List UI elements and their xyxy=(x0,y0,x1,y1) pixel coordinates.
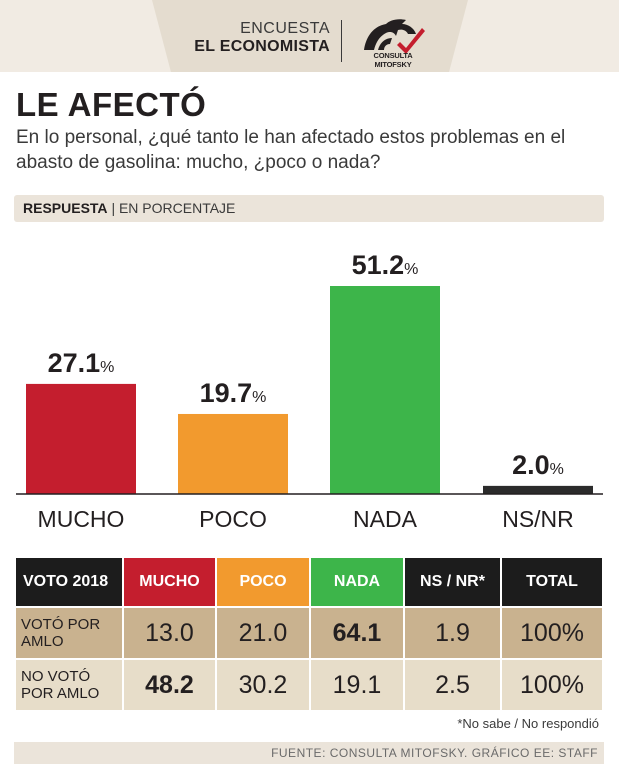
data-label: 2.0% xyxy=(512,450,564,480)
table-cell: 64.1 xyxy=(311,608,403,658)
header-total: TOTAL xyxy=(502,558,602,606)
header-vote-2018: VOTO 2018 xyxy=(16,558,122,606)
source-credit: FUENTE: CONSULTA MITOFSKY. GRÁFICO EE: S… xyxy=(14,742,604,764)
category-label: NS/NR xyxy=(502,506,574,532)
question-text: En lo personal, ¿qué tanto le han afecta… xyxy=(16,127,566,173)
bar-mucho xyxy=(26,383,136,494)
table-cell: 2.5 xyxy=(405,660,500,710)
header-tab xyxy=(152,0,468,72)
page-title: LE AFECTÓ xyxy=(16,86,207,123)
row-label-line-2: AMLO xyxy=(21,633,64,650)
table-row: VOTÓ POR AMLO 13.0 21.0 64.1 1.9 100% xyxy=(16,608,602,658)
category-label: POCO xyxy=(199,506,267,532)
table-row: NO VOTÓ POR AMLO 48.2 30.2 19.1 2.5 100% xyxy=(16,660,602,710)
row-label-line-1: VOTÓ POR xyxy=(21,616,101,633)
logo-text: CONSULTA MITOFSKY xyxy=(373,51,413,69)
bar-chart: 27.1% MUCHO 19.7% POCO 51.2% NADA 2.0% NS/NR xyxy=(16,250,603,532)
row-label: NO VOTÓ POR AMLO xyxy=(16,660,122,710)
header-mucho: MUCHO xyxy=(124,558,215,606)
row-label-line-2: POR AMLO xyxy=(21,685,100,702)
table-cell: 48.2 xyxy=(124,660,215,710)
brand-line-2: EL ECONOMISTA xyxy=(194,38,330,56)
response-legend-bar: RESPUESTA | EN PORCENTAJE xyxy=(14,195,604,222)
category-label: MUCHO xyxy=(38,506,125,532)
table-cell: 1.9 xyxy=(405,608,500,658)
table-cell: 30.2 xyxy=(217,660,309,710)
data-label: 27.1% xyxy=(48,348,115,378)
bar-poco xyxy=(178,413,288,494)
category-label: NADA xyxy=(353,506,418,532)
header-nada: NADA xyxy=(311,558,403,606)
data-label: 19.7% xyxy=(200,378,267,408)
table-cell: 21.0 xyxy=(217,608,309,658)
bar-nada xyxy=(330,286,440,494)
legend-separator: | xyxy=(111,200,116,216)
row-label-line-1: NO VOTÓ xyxy=(21,668,91,685)
data-label: 51.2% xyxy=(352,250,419,280)
table-cell: 19.1 xyxy=(311,660,403,710)
table-cell: 100% xyxy=(502,660,602,710)
header-poco: POCO xyxy=(217,558,309,606)
bar-nsnr xyxy=(483,485,593,494)
row-label: VOTÓ POR AMLO xyxy=(16,608,122,658)
response-label: RESPUESTA xyxy=(23,200,108,216)
footnote: *No sabe / No respondió xyxy=(457,716,599,731)
mitofsky-logo-icon xyxy=(364,19,425,54)
brand-divider xyxy=(341,20,342,62)
vote-2018-table: VOTO 2018 MUCHO POCO NADA NS / NR* TOTAL… xyxy=(14,556,604,712)
table-cell: 100% xyxy=(502,608,602,658)
header-nsnr: NS / NR* xyxy=(405,558,500,606)
table-cell: 13.0 xyxy=(124,608,215,658)
legend-unit: EN PORCENTAJE xyxy=(118,200,236,216)
brand-line-1: ENCUESTA xyxy=(240,20,330,37)
publisher-brand: ENCUESTA EL ECONOMISTA xyxy=(180,20,330,57)
